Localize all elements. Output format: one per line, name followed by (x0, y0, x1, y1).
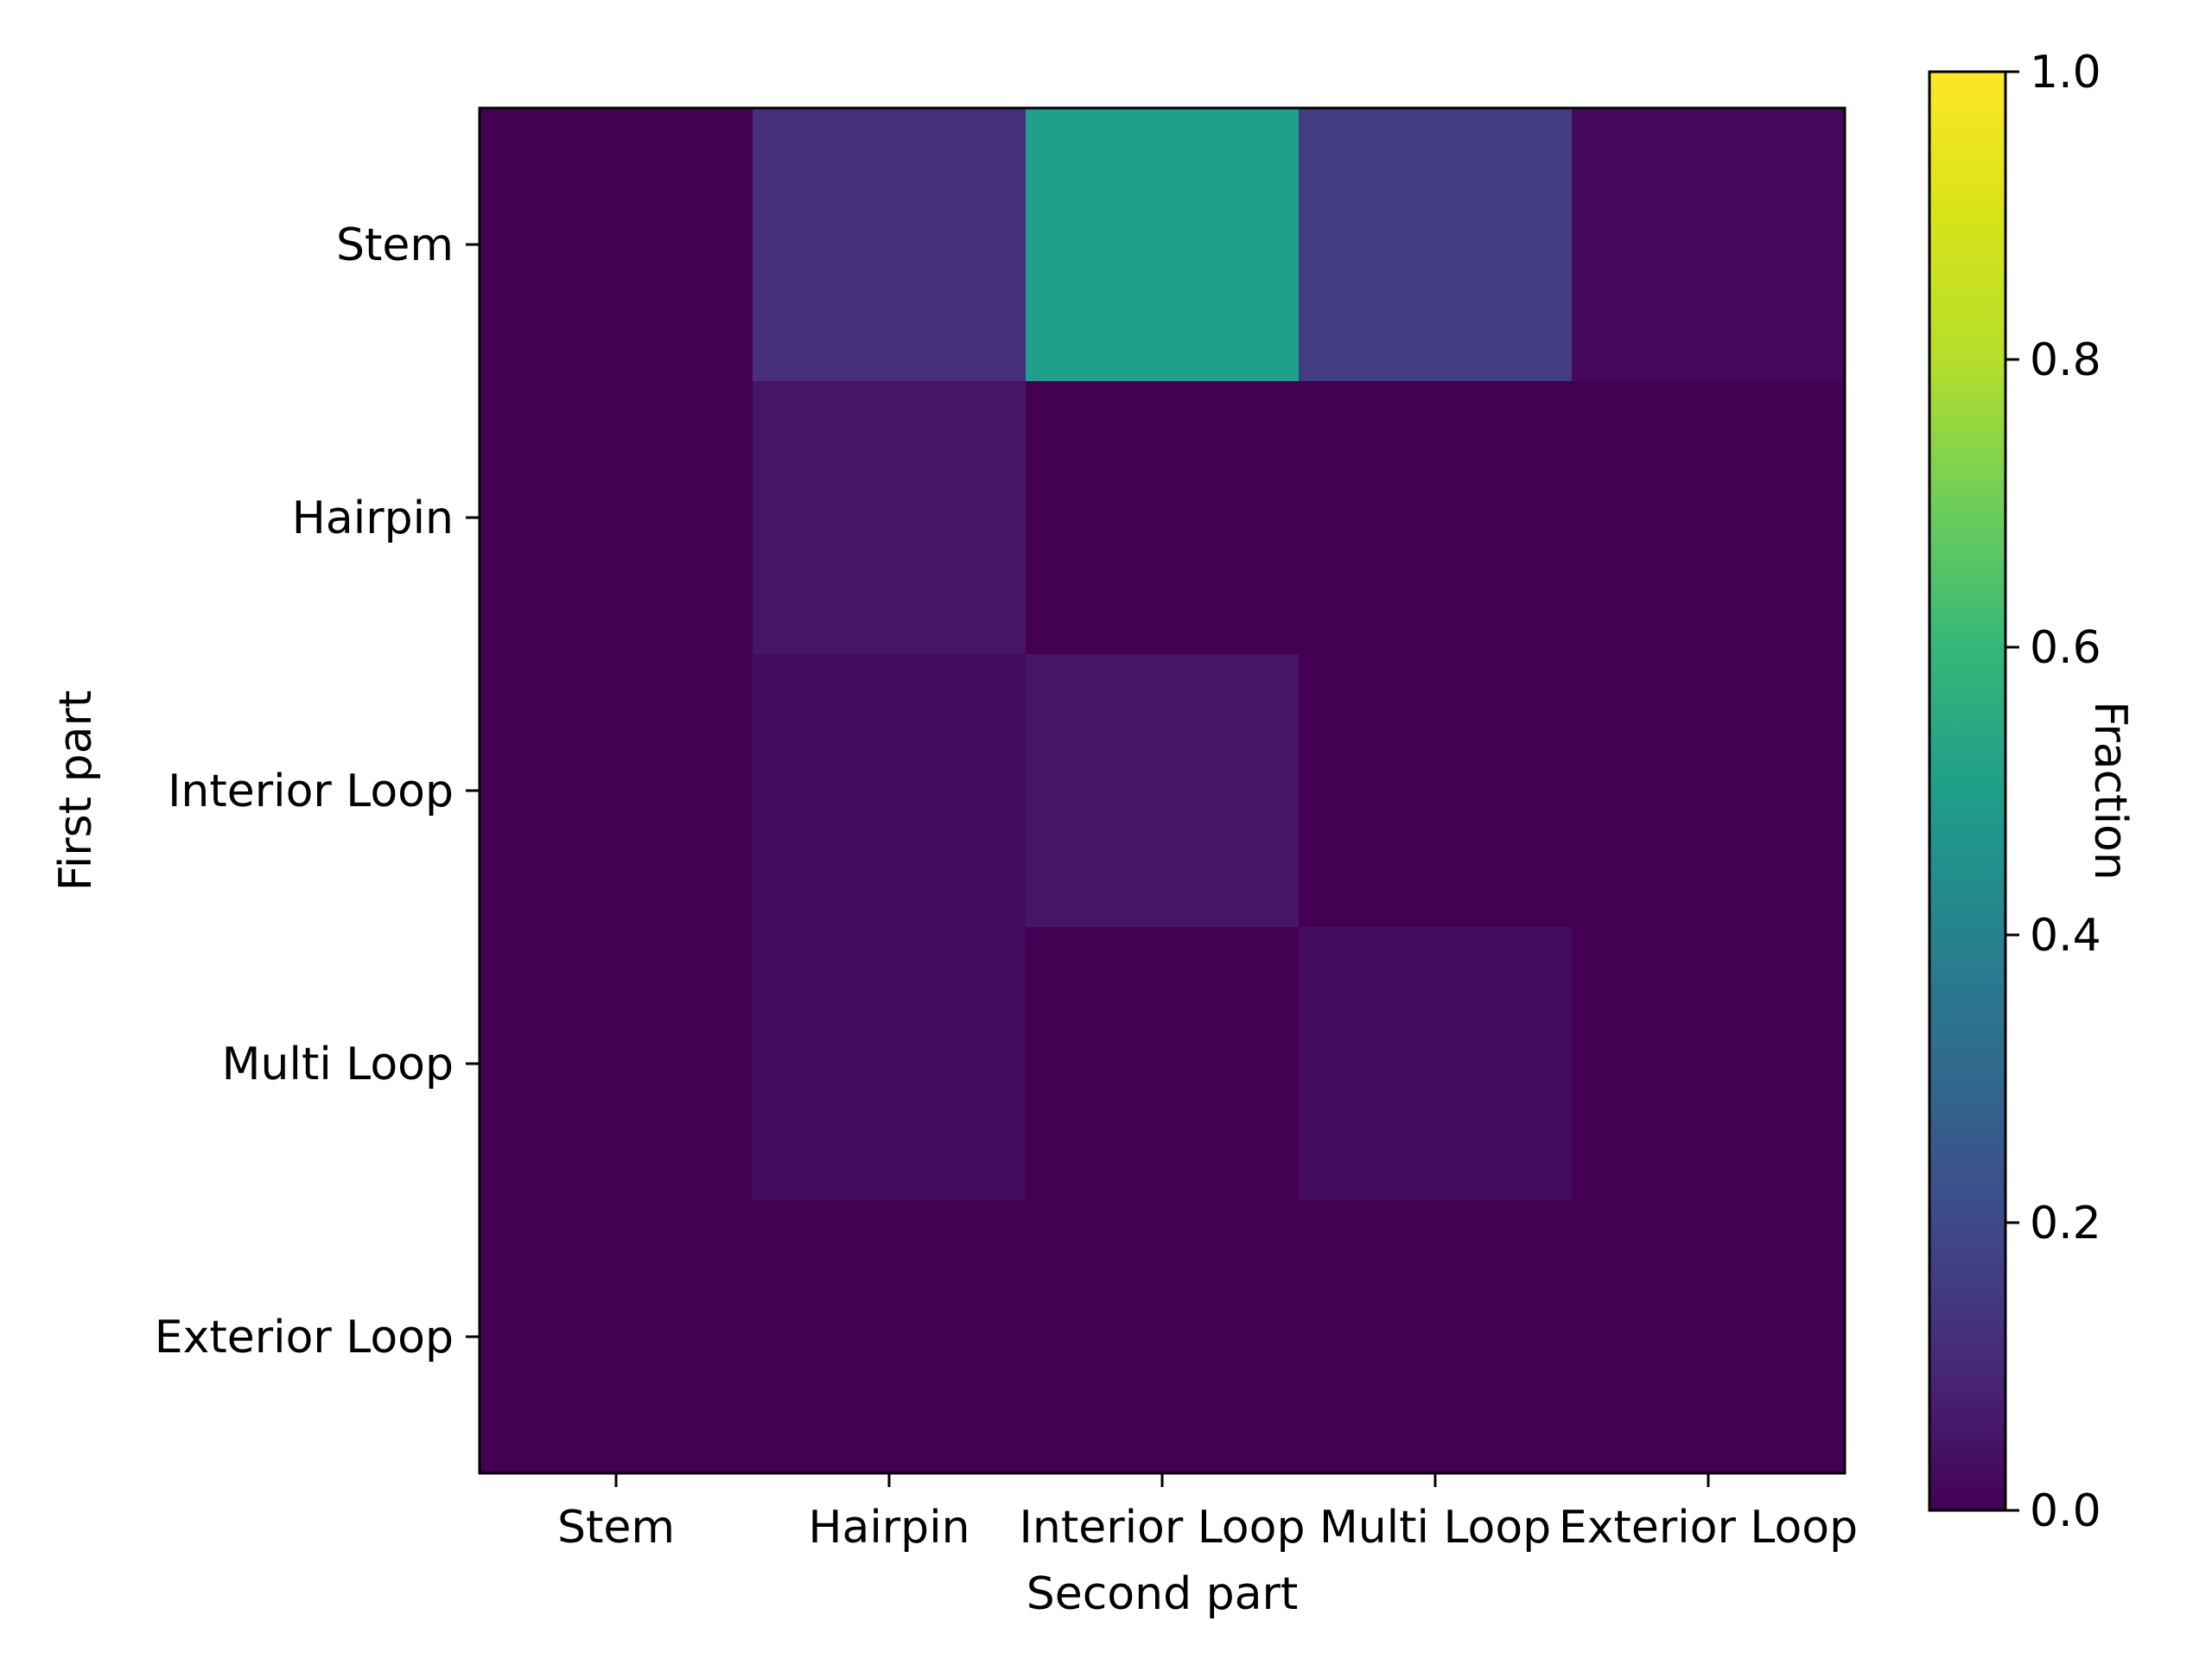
y-tick-label: Interior Loop (168, 766, 454, 817)
colorbar-tick-label: 0.4 (2030, 910, 2101, 962)
colorbar: 0.0 0.2 0.4 0.6 0.8 1.0 Fraction (1928, 47, 2136, 1537)
y-tick-label: Hairpin (292, 493, 454, 544)
heatmap-cell (1026, 381, 1300, 655)
x-tick-label: Hairpin (808, 1502, 969, 1554)
heatmap-cell (480, 381, 753, 655)
heatmap-cell (480, 927, 753, 1201)
y-tick-label: Exterior Loop (155, 1312, 454, 1363)
heatmap-cell (1299, 654, 1573, 928)
heatmap-cell (1572, 381, 1846, 655)
colorbar-tick-label: 1.0 (2030, 47, 2101, 99)
heatmap-cell (1299, 108, 1573, 382)
y-tick-label: Stem (336, 219, 454, 271)
colorbar-tick-label: 0.2 (2030, 1198, 2101, 1249)
y-axis: Stem Hairpin Interior Loop Multi Loop Exteri… (155, 219, 480, 1363)
x-tick-label: Stem (557, 1502, 675, 1554)
y-axis-label: First part (50, 690, 102, 892)
heatmap-cell (1572, 108, 1846, 382)
heatmap-cell (1299, 927, 1573, 1201)
heatmap-cell (1572, 1200, 1846, 1474)
x-axis: Stem Hairpin Interior Loop Multi Loop Exteri… (557, 1473, 1858, 1554)
heatmap-cell (753, 108, 1027, 382)
heatmap-cell (1299, 381, 1573, 655)
heatmap-cell (1026, 927, 1300, 1201)
heatmap-cell (1299, 1200, 1573, 1474)
heatmap-cell (1026, 1200, 1300, 1474)
heatmap-cell (1026, 108, 1300, 382)
colorbar-ticks: 0.0 0.2 0.4 0.6 0.8 1.0 (2005, 47, 2101, 1537)
heatmap-cell (480, 1200, 753, 1474)
x-tick-label: Interior Loop (1020, 1502, 1306, 1554)
colorbar-tick-label: 0.6 (2030, 622, 2101, 674)
x-tick-label: Multi Loop (1319, 1502, 1551, 1554)
heatmap-cell (480, 108, 753, 382)
heatmap-cell (1572, 927, 1846, 1201)
colorbar-gradient (1928, 70, 2007, 1512)
heatmap-cell (753, 654, 1027, 928)
y-tick-label: Multi Loop (222, 1039, 454, 1090)
heatmap-cell (753, 1200, 1027, 1474)
colorbar-label: Fraction (2084, 701, 2136, 880)
colorbar-tick-label: 0.8 (2030, 334, 2101, 386)
heatmap-cell (753, 927, 1027, 1201)
heatmap-cells (480, 108, 1846, 1474)
heatmap-cell (1026, 654, 1300, 928)
x-axis-label: Second part (1027, 1568, 1299, 1620)
x-tick-label: Exterior Loop (1559, 1502, 1858, 1554)
colorbar-tick-label: 0.0 (2030, 1485, 2101, 1537)
heatmap-cell (480, 654, 753, 928)
heatmap-cell (1572, 654, 1846, 928)
heatmap-cell (753, 381, 1027, 655)
